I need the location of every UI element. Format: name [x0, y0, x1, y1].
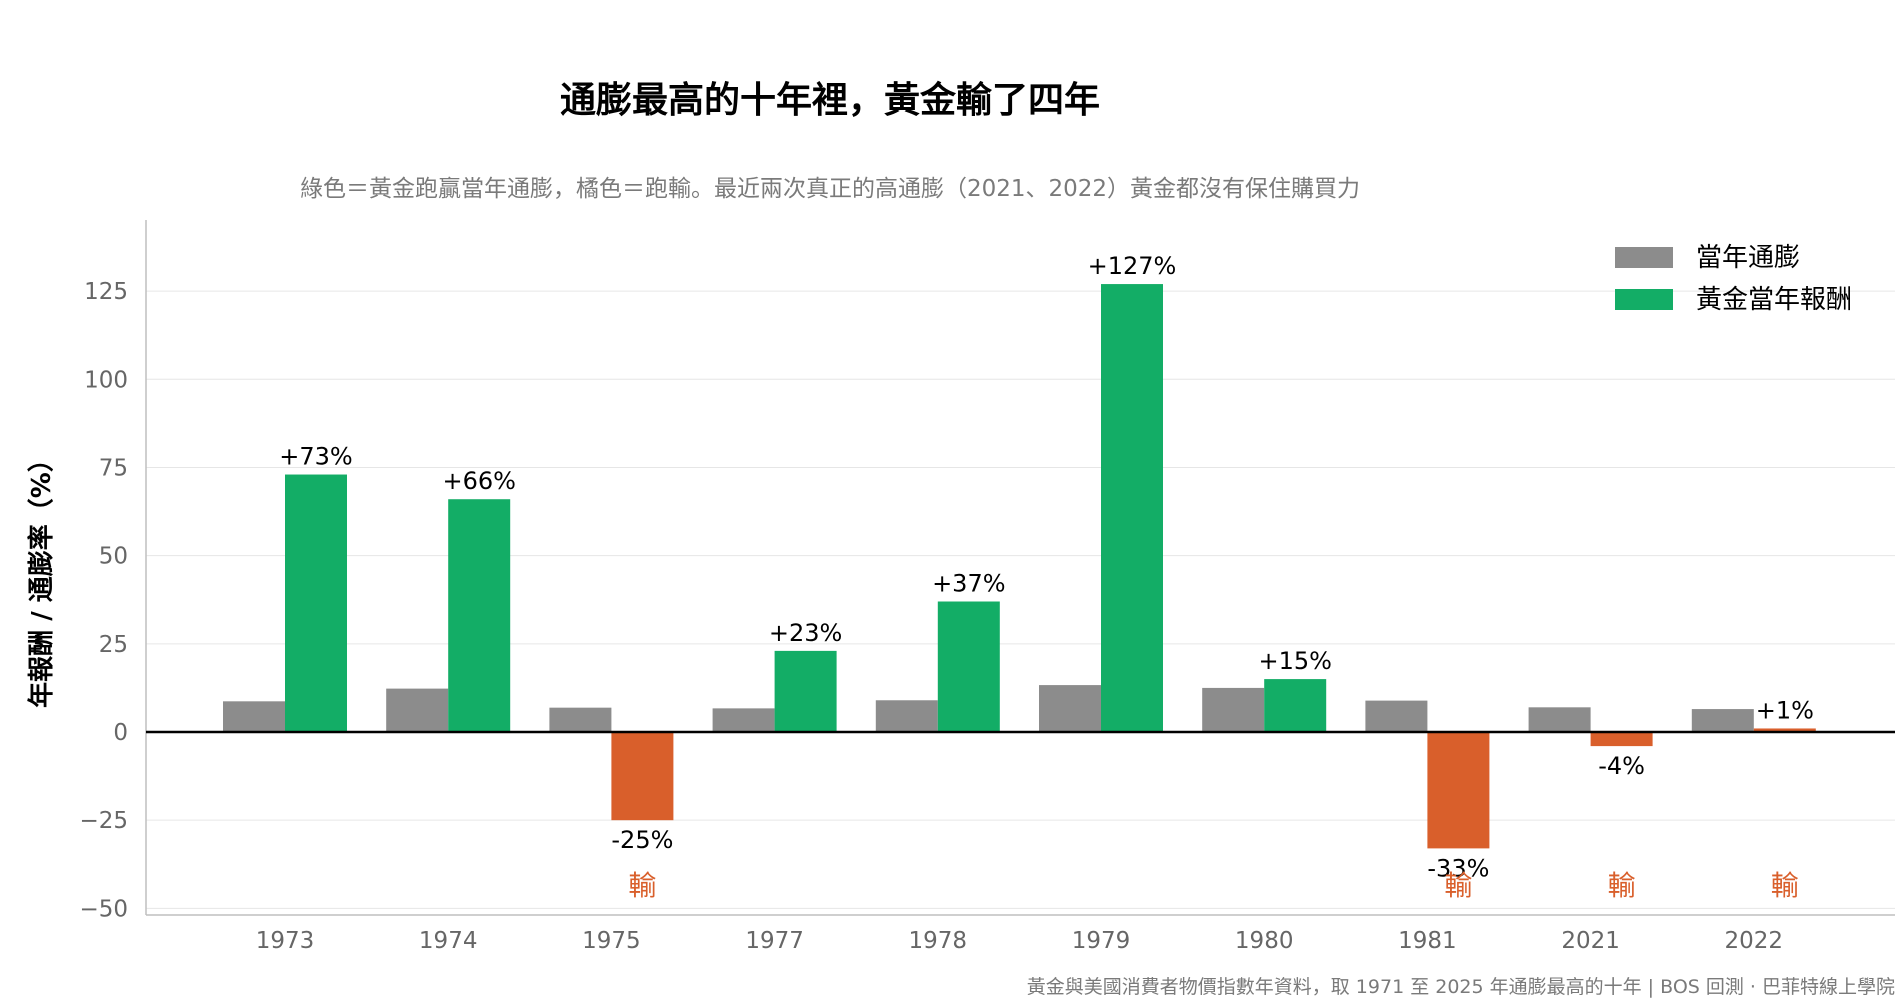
axes	[145, 220, 1895, 916]
legend: 當年通膨 黃金當年報酬	[1615, 243, 1852, 315]
y-tick-labels: 125 100 75 50 25 0 −25 −50	[79, 279, 128, 922]
bars	[223, 284, 1816, 849]
x-tick-label-1978: 1978	[909, 928, 968, 954]
bar-inflation-1973	[223, 701, 285, 732]
y-tick-label: 125	[84, 279, 128, 305]
source-note: 黃金與美國消費者物價指數年資料，取 1971 至 2025 年通膨最高的十年 |…	[1027, 976, 1895, 998]
x-tick-label-1975: 1975	[582, 928, 641, 954]
chart-title: 通膨最高的十年裡，黃金輸了四年	[560, 79, 1100, 121]
data-label-1981: -33%	[1427, 854, 1489, 882]
bar-gold-1973	[285, 474, 347, 732]
x-tick-label-2021: 2021	[1561, 928, 1620, 954]
x-tick-label-1977: 1977	[745, 928, 804, 954]
lose-marker-1975: 輸	[628, 869, 656, 902]
x-tick-label-1973: 1973	[256, 928, 315, 954]
bar-gold-1977	[774, 650, 837, 732]
x-tick-labels: 1973 1974 1975 1977 1978 1979 1980 1981 2021 2022	[256, 928, 1783, 954]
bar-inflation-1979	[1039, 685, 1101, 732]
y-axis-label: 年報酬 / 通膨率（%）	[26, 446, 57, 708]
bar-gold-1974	[448, 499, 511, 732]
bar-gold-2021	[1590, 732, 1653, 747]
bar-gold-1981	[1427, 732, 1490, 849]
bar-inflation-1978	[875, 700, 938, 732]
bar-gold-1979	[1101, 284, 1163, 732]
bar-inflation-1974	[386, 688, 449, 732]
y-tick-label: 25	[99, 632, 128, 658]
data-label-1974: +66%	[442, 467, 515, 495]
bar-gold-1980	[1264, 679, 1327, 732]
grid-lines	[146, 290, 1895, 909]
bar-gold-1975	[611, 732, 674, 821]
data-label-2022: +1%	[1756, 696, 1814, 724]
y-tick-label: −50	[79, 896, 128, 922]
x-tick-label-1974: 1974	[419, 928, 478, 954]
y-tick-label: 100	[84, 367, 128, 393]
lose-marker-2021: 輸	[1608, 869, 1636, 902]
bar-inflation-1980	[1202, 687, 1265, 732]
bar-inflation-2022	[1691, 709, 1754, 732]
data-label-1975: -25%	[611, 826, 673, 854]
data-labels: +73% +66% -25% +23% +37% +127% +15% -33% -4% +1%	[279, 252, 1814, 882]
legend-label-inflation: 當年通膨	[1696, 243, 1800, 273]
bar-gold-1978	[937, 601, 1000, 732]
y-tick-label: 75	[99, 455, 128, 481]
bar-inflation-1977	[712, 708, 775, 732]
bar-inflation-1975	[549, 707, 612, 732]
lose-marker-2022: 輸	[1771, 869, 1799, 902]
legend-swatch-inflation	[1615, 247, 1673, 268]
data-label-1977: +23%	[769, 619, 842, 647]
data-label-1978: +37%	[932, 570, 1005, 598]
chart-subtitle: 綠色＝黃金跑贏當年通膨，橘色＝跑輸。最近兩次真正的高通膨（2021、2022）黃…	[300, 176, 1360, 202]
data-label-2021: -4%	[1598, 752, 1645, 780]
data-label-1979: +127%	[1088, 252, 1177, 280]
lose-markers: 輸輸輸輸	[628, 869, 1798, 902]
data-label-1973: +73%	[279, 443, 352, 471]
lose-marker-1981: 輸	[1444, 869, 1472, 902]
x-tick-label-1981: 1981	[1398, 928, 1457, 954]
x-tick-label-2022: 2022	[1725, 928, 1784, 954]
data-label-1980: +15%	[1258, 647, 1331, 675]
y-tick-label: −25	[79, 808, 128, 834]
x-tick-label-1980: 1980	[1235, 928, 1294, 954]
legend-swatch-gold-return	[1615, 289, 1673, 310]
bar-inflation-1981	[1365, 700, 1428, 732]
y-tick-label: 0	[113, 720, 128, 746]
x-tick-label-1979: 1979	[1072, 928, 1131, 954]
bar-inflation-2021	[1528, 707, 1591, 732]
bar-gold-2022	[1753, 728, 1816, 732]
y-tick-label: 50	[99, 544, 128, 570]
legend-label-gold-return: 黃金當年報酬	[1696, 285, 1852, 315]
